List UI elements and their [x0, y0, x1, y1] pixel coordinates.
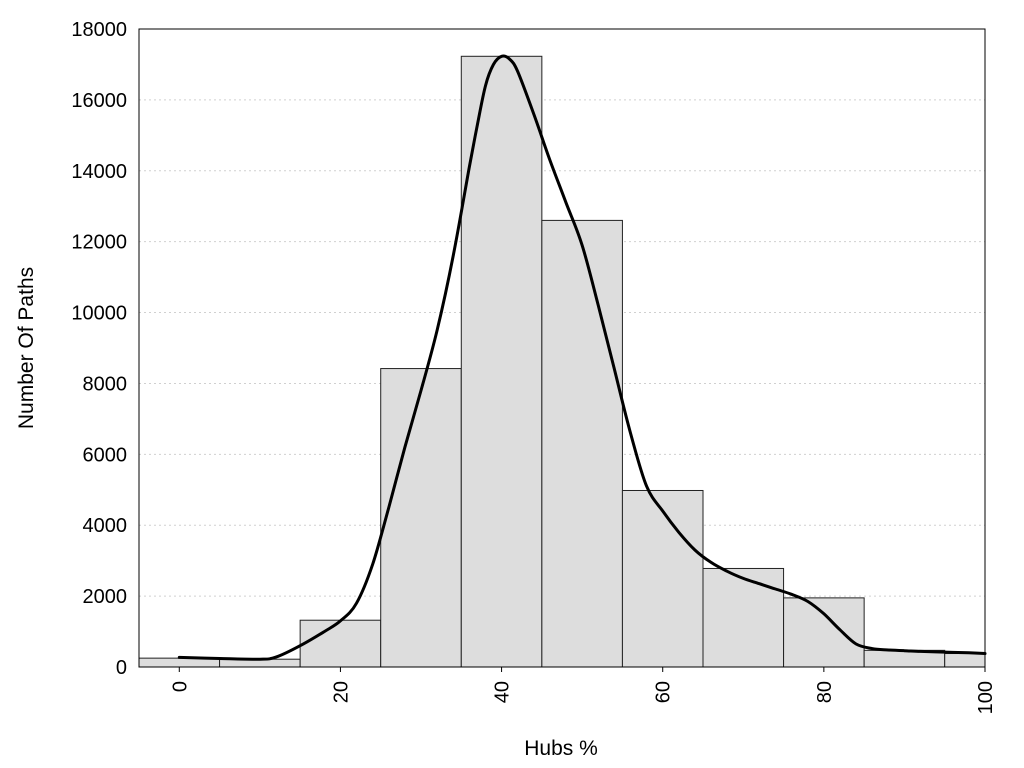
- y-axis-label: Number Of Paths: [15, 267, 38, 429]
- plot-frame: [138, 28, 986, 668]
- y-tick-label: 10000: [71, 303, 127, 325]
- y-tick-label: 0: [116, 657, 127, 679]
- histogram-bars: [138, 55, 986, 668]
- histogram-bar: [944, 653, 986, 668]
- y-tick-label: 14000: [71, 161, 127, 183]
- histogram-bar: [621, 489, 704, 668]
- histogram-bar: [380, 368, 462, 668]
- histogram-bar: [783, 597, 865, 668]
- histogram-bar: [541, 219, 623, 668]
- y-tick-label: 8000: [83, 373, 128, 395]
- x-tick-label: 60: [653, 681, 675, 703]
- y-tick-label: 18000: [71, 19, 127, 41]
- density-curve: [177, 54, 987, 661]
- x-tick-label: 100: [975, 681, 997, 714]
- y-tick-label: 2000: [83, 586, 128, 608]
- x-tick-label: 40: [492, 681, 514, 703]
- grid-lines: [139, 99, 985, 597]
- y-tick-label: 12000: [71, 232, 127, 254]
- histogram-bar: [299, 619, 382, 668]
- x-axis-label: Hubs %: [524, 737, 598, 760]
- y-tick-label: 4000: [83, 515, 128, 537]
- y-tick-label: 16000: [71, 90, 127, 112]
- x-axis-ticks: 0 20 40 60 80 100: [169, 667, 997, 714]
- y-tick-label: 6000: [83, 444, 128, 466]
- y-axis-ticks: 0 2000 4000 6000 8000 10000 12000 14000 16000 180…: [71, 19, 127, 679]
- x-tick-label: 0: [169, 681, 191, 692]
- x-tick-label: 20: [330, 681, 352, 703]
- x-tick-label: 80: [814, 681, 836, 703]
- histogram-bar: [702, 567, 785, 668]
